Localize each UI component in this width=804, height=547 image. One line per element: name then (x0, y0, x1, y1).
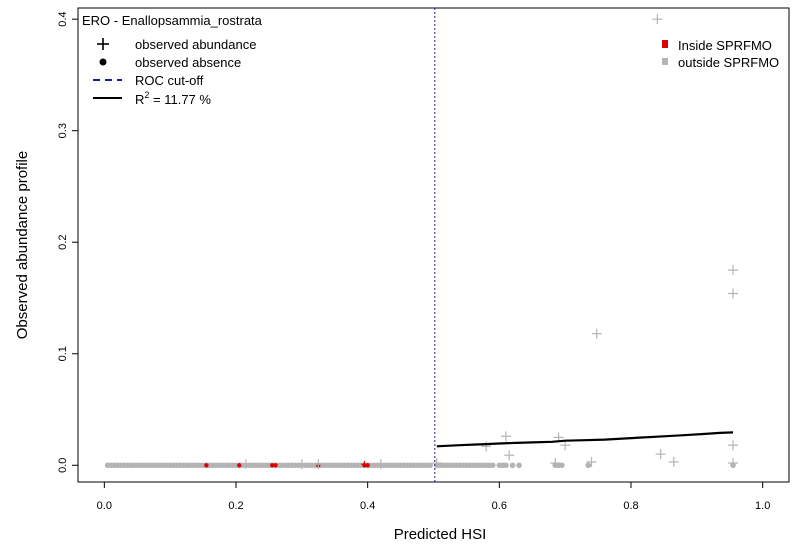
x-tick-label: 1.0 (755, 500, 770, 512)
legend-outside-swatch (662, 58, 668, 65)
y-tick-label: 0.1 (57, 346, 69, 361)
y-tick-label: 0.2 (57, 235, 69, 250)
legend-r2-prefix: R (135, 92, 144, 107)
chart-title: ERO - Enallopsammia_rostrata (82, 13, 263, 28)
absence-point-outside (585, 462, 592, 469)
presence-point-outside (375, 459, 386, 470)
presence-point-outside (240, 459, 251, 470)
legend-abundance-label: observed abundance (135, 37, 256, 52)
plot-frame (77, 7, 790, 483)
legend-r2-label: R2 = 11.77 % (135, 90, 211, 107)
legend-absence-label: observed absence (135, 55, 241, 70)
absence-point-outside (503, 462, 509, 469)
absence-point-outside (516, 462, 522, 469)
presence-point-inside (361, 461, 368, 468)
presence-point-outside (728, 458, 739, 469)
presence-point-outside (591, 328, 602, 339)
points-layer (104, 14, 739, 470)
absence-point-inside (270, 463, 275, 468)
presence-point-outside (728, 265, 739, 276)
presence-point-outside (500, 431, 511, 442)
y-tick-label: 0.3 (57, 123, 69, 138)
absence-point-outside (427, 462, 434, 469)
x-axis: 0.0 0.2 0.4 0.6 0.8 1.0 (97, 482, 770, 512)
legend-r2-exp: 2 (144, 90, 149, 100)
presence-point-outside (668, 456, 679, 467)
presence-point-outside (504, 450, 515, 461)
y-axis: 0.0 0.1 0.2 0.3 0.4 (57, 12, 78, 473)
absence-point-outside (489, 462, 496, 469)
legend-abundance-symbol (97, 38, 109, 50)
legend-right: Inside SPRFMO outside SPRFMO (662, 38, 779, 70)
legend-inside-label: Inside SPRFMO (678, 38, 772, 53)
presence-point-outside (655, 449, 666, 460)
x-tick-label: 0.0 (97, 500, 112, 512)
presence-point-outside (652, 14, 663, 25)
legend-left: ERO - Enallopsammia_rostrata observed ab… (82, 13, 263, 107)
legend-outside-label: outside SPRFMO (678, 55, 779, 70)
absence-point-outside (559, 462, 565, 469)
presence-point-outside (550, 458, 561, 469)
x-tick-label: 0.2 (228, 500, 243, 512)
absence-point-outside (509, 462, 516, 469)
presence-point-outside (296, 459, 307, 470)
x-tick-label: 0.6 (492, 500, 507, 512)
x-axis-title: Predicted HSI (394, 526, 487, 543)
presence-point-outside (728, 288, 739, 299)
legend-roc-label: ROC cut-off (135, 73, 204, 88)
y-tick-label: 0.4 (57, 12, 69, 27)
x-tick-label: 0.8 (623, 500, 638, 512)
fit-layer (436, 431, 734, 448)
y-tick-label: 0.0 (57, 458, 69, 473)
fit-line (436, 431, 734, 448)
presence-point-outside (586, 456, 597, 467)
presence-point-outside (313, 459, 324, 470)
absence-point-inside (237, 463, 242, 468)
x-tick-label: 0.4 (360, 500, 375, 512)
presence-point-outside (560, 440, 571, 451)
presence-point-outside (431, 458, 442, 469)
presence-point-outside (481, 441, 492, 452)
legend-absence-symbol (99, 58, 107, 66)
absence-point-inside (273, 463, 278, 468)
absence-point-inside (204, 463, 209, 468)
legend-inside-swatch (662, 40, 668, 48)
legend-r2-suffix: = 11.77 % (149, 92, 211, 107)
y-axis-title: Observed abundance profile (14, 151, 31, 339)
presence-point-outside (728, 440, 739, 451)
